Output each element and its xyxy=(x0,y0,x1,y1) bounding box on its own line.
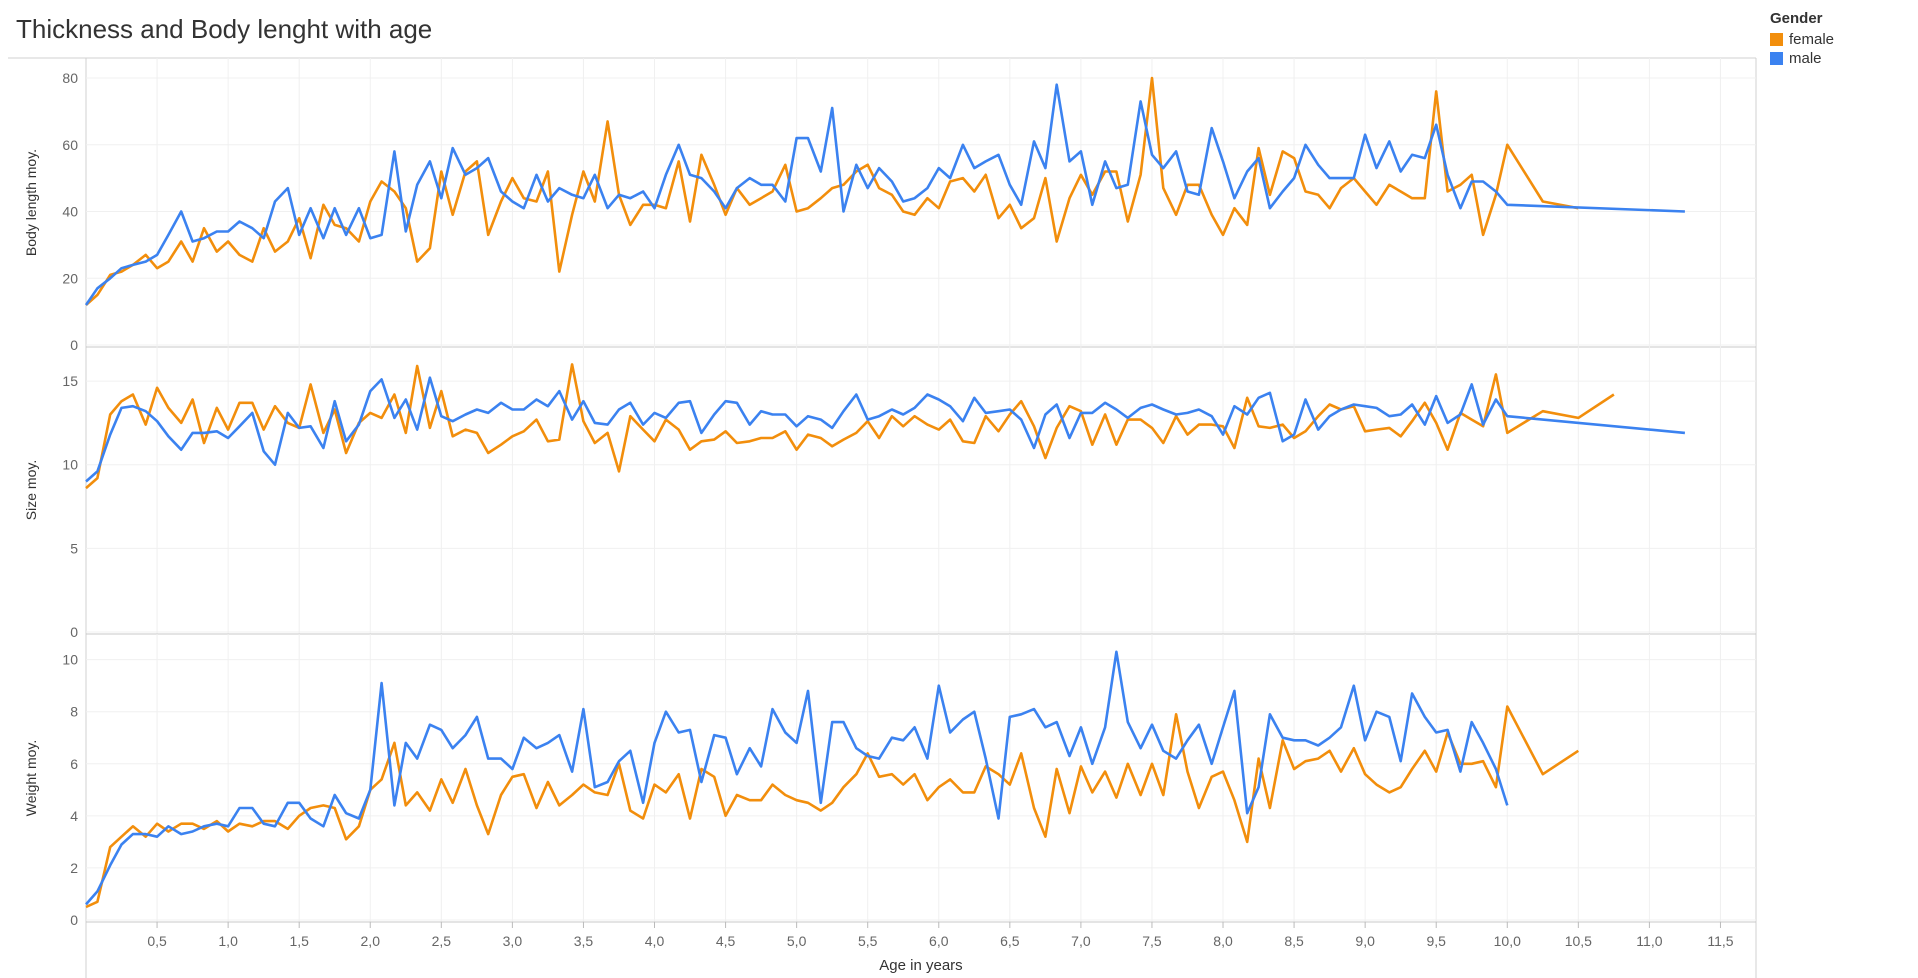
series-line-female xyxy=(85,705,1580,909)
y-tick-label: 5 xyxy=(70,540,78,556)
legend-item-male[interactable]: male xyxy=(1770,50,1834,67)
x-tick-label: 8,5 xyxy=(1284,933,1304,949)
x-tick-label: 1,5 xyxy=(289,933,309,949)
series-line-male xyxy=(85,650,1509,906)
x-tick-label: 6,0 xyxy=(929,933,949,949)
y-tick-label: 60 xyxy=(62,137,78,153)
y-tick-label: 15 xyxy=(62,373,78,389)
y-tick-label: 80 xyxy=(62,70,78,86)
legend-swatch-male xyxy=(1770,52,1783,65)
y-tick-label: 0 xyxy=(70,912,78,928)
y-tick-label: 20 xyxy=(62,270,78,286)
y-tick-label: 10 xyxy=(62,457,78,473)
x-tick-label: 9,0 xyxy=(1355,933,1375,949)
x-tick-label: 10,0 xyxy=(1494,933,1521,949)
x-tick-label: 3,0 xyxy=(503,933,523,949)
x-tick-label: 7,5 xyxy=(1142,933,1162,949)
series-line-female xyxy=(85,76,1579,306)
legend-title: Gender xyxy=(1770,10,1823,27)
y-axis-title: Weight moy. xyxy=(23,740,39,817)
y-tick-label: 2 xyxy=(70,860,78,876)
x-tick-label: 4,0 xyxy=(645,933,665,949)
y-tick-label: 4 xyxy=(70,808,78,824)
x-tick-label: 11,5 xyxy=(1707,933,1733,949)
x-tick-label: 3,5 xyxy=(574,933,594,949)
legend-swatch-female xyxy=(1770,33,1783,46)
y-tick-label: 10 xyxy=(62,652,78,668)
series-line-male xyxy=(85,376,1686,483)
x-tick-label: 10,5 xyxy=(1565,933,1592,949)
x-tick-label: 11,0 xyxy=(1636,933,1662,949)
y-axis-title: Size moy. xyxy=(23,460,39,520)
x-tick-label: 5,5 xyxy=(858,933,878,949)
y-tick-label: 6 xyxy=(70,756,78,772)
x-tick-label: 8,0 xyxy=(1213,933,1233,949)
x-tick-label: 2,5 xyxy=(432,933,452,949)
x-tick-label: 0,5 xyxy=(147,933,167,949)
chart-title: Thickness and Body lenght with age xyxy=(16,14,433,44)
y-tick-label: 8 xyxy=(70,704,78,720)
legend: Gender female male xyxy=(1770,10,1834,69)
legend-label-female: female xyxy=(1789,31,1835,48)
x-tick-label: 7,0 xyxy=(1071,933,1091,949)
x-tick-label: 6,5 xyxy=(1000,933,1020,949)
series-line-male xyxy=(84,83,1685,306)
x-tick-label: 4,5 xyxy=(716,933,736,949)
y-tick-label: 0 xyxy=(70,337,78,353)
legend-item-female[interactable]: female xyxy=(1770,31,1834,48)
x-axis-title: Age in years xyxy=(879,957,962,974)
legend-label-male: male xyxy=(1789,50,1822,67)
y-tick-label: 40 xyxy=(62,204,78,220)
x-tick-label: 1,0 xyxy=(218,933,238,949)
y-tick-label: 0 xyxy=(70,624,78,640)
x-tick-label: 5,0 xyxy=(787,933,807,949)
y-axis-title: Body length moy. xyxy=(23,149,39,256)
series-line-female xyxy=(85,363,1615,490)
x-tick-label: 9,5 xyxy=(1426,933,1446,949)
x-tick-label: 2,0 xyxy=(361,933,381,949)
